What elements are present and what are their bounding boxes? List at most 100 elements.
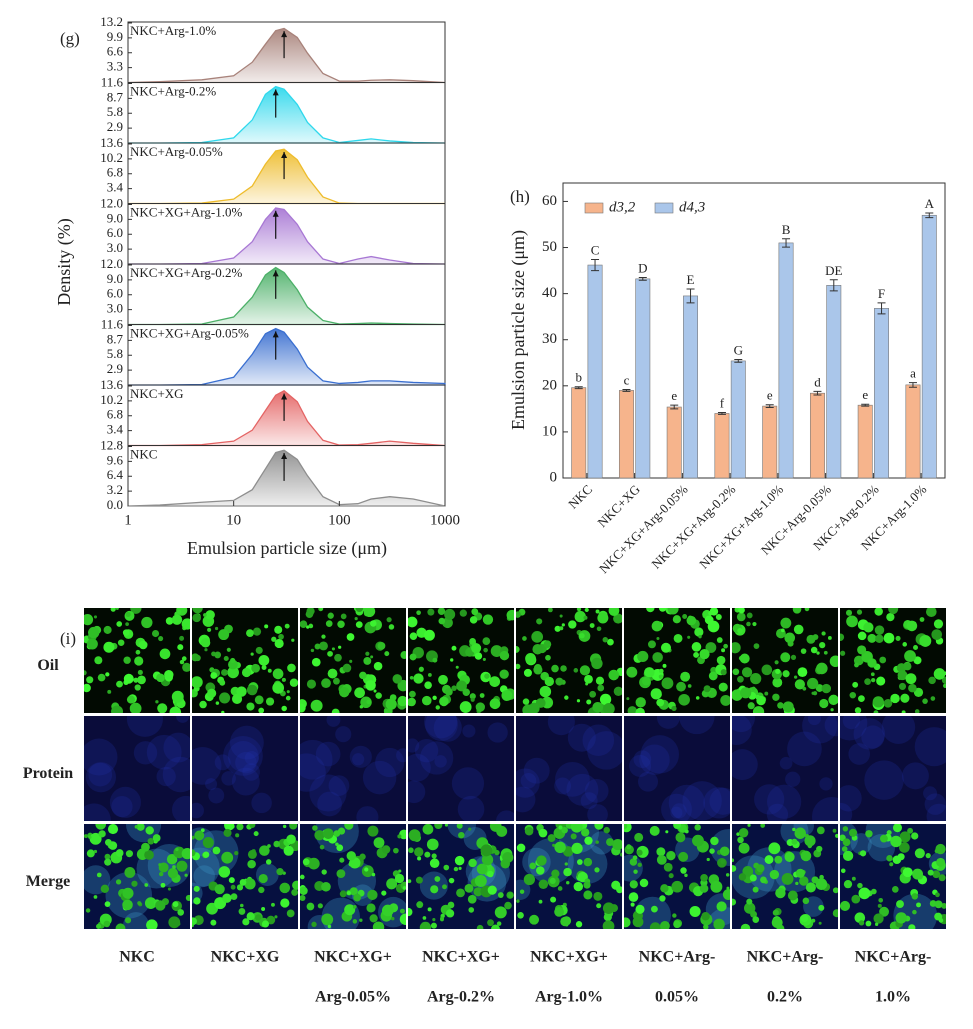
- oil-droplet: [115, 849, 124, 857]
- oil-droplet: [703, 924, 709, 929]
- oil-droplet: [499, 650, 510, 661]
- oil-droplet: [671, 705, 677, 712]
- protein-blob: [633, 750, 652, 769]
- oil-droplet: [369, 914, 378, 923]
- oil-droplet: [912, 868, 924, 880]
- oil-droplet: [255, 646, 263, 654]
- oil-droplet: [333, 677, 340, 685]
- micrograph: [624, 716, 730, 821]
- oil-droplet: [903, 662, 912, 671]
- oil-droplet: [576, 859, 583, 865]
- error-bar: [734, 359, 743, 363]
- oil-droplet: [749, 874, 757, 882]
- protein-blob: [656, 716, 680, 729]
- oil-droplet: [873, 710, 879, 713]
- oil-droplet: [450, 658, 454, 662]
- protein-blob: [853, 718, 886, 750]
- oil-droplet: [693, 652, 700, 658]
- oil-droplet: [701, 912, 710, 921]
- oil-droplet: [780, 617, 792, 629]
- oil-droplet: [532, 643, 543, 655]
- oil-droplet: [228, 659, 238, 670]
- oil-droplet: [626, 844, 632, 850]
- oil-droplet: [247, 849, 257, 859]
- oil-droplet: [227, 666, 239, 679]
- oil-droplet: [226, 647, 231, 652]
- oil-droplet: [426, 838, 439, 851]
- significance-letter: f: [720, 396, 725, 411]
- oil-droplet: [914, 848, 925, 859]
- oil-droplet: [424, 851, 431, 858]
- oil-droplet: [746, 898, 753, 905]
- oil-droplet: [381, 845, 391, 854]
- oil-droplet: [673, 824, 682, 829]
- oil-droplet: [932, 870, 941, 879]
- oil-droplet: [167, 867, 179, 879]
- oil-droplet: [372, 921, 385, 929]
- oil-droplet: [321, 913, 334, 926]
- oil-droplet: [219, 679, 226, 686]
- oil-droplet: [468, 827, 472, 831]
- oil-droplet: [438, 617, 446, 625]
- oil-droplet: [883, 698, 893, 708]
- y-tick-label: 13.2: [100, 14, 123, 29]
- oil-droplet: [700, 873, 708, 882]
- oil-droplet: [302, 858, 310, 866]
- protein-blob: [634, 896, 671, 929]
- oil-droplet: [558, 825, 563, 830]
- oil-droplet: [104, 858, 112, 866]
- protein-blob: [567, 723, 596, 752]
- oil-droplet: [583, 881, 591, 889]
- oil-droplet: [933, 668, 946, 680]
- oil-droplet: [602, 637, 609, 643]
- protein-blob: [309, 774, 347, 812]
- oil-droplet: [624, 917, 631, 928]
- oil-droplet: [392, 674, 403, 684]
- oil-droplet: [865, 920, 872, 927]
- protein-blob: [326, 716, 341, 727]
- protein-blob: [566, 773, 599, 806]
- oil-droplet: [349, 659, 353, 663]
- oil-droplet: [684, 829, 689, 834]
- oil-droplet: [416, 901, 424, 909]
- bar: [635, 278, 651, 479]
- oil-droplet: [283, 845, 294, 856]
- significance-letter: d: [814, 374, 821, 389]
- protein-blob: [109, 786, 141, 818]
- protein-blob: [451, 767, 485, 800]
- oil-droplet: [84, 670, 87, 676]
- oil-droplet: [716, 901, 727, 912]
- oil-droplet: [337, 620, 345, 629]
- oil-droplet: [84, 613, 94, 626]
- oil-droplet: [852, 681, 859, 688]
- oil-droplet: [144, 883, 149, 887]
- oil-droplet: [160, 882, 166, 888]
- oil-droplet: [144, 850, 154, 860]
- arrow-head: [272, 270, 279, 277]
- y-tick-label: 50: [542, 239, 557, 255]
- oil-droplet: [416, 610, 421, 616]
- oil-droplet: [430, 885, 439, 894]
- oil-droplet: [258, 707, 265, 713]
- oil-droplet: [608, 669, 620, 681]
- y-axis-title: Density (%): [54, 218, 75, 305]
- micrograph: [516, 716, 622, 821]
- oil-droplet: [753, 643, 760, 649]
- oil-droplet: [354, 616, 358, 621]
- oil-droplet: [117, 639, 125, 646]
- bar: [666, 406, 682, 479]
- oil-droplet: [375, 692, 382, 699]
- protein-blob: [840, 785, 862, 812]
- oil-droplet: [367, 825, 379, 837]
- error-bar: [813, 390, 822, 396]
- oil-droplet: [651, 620, 663, 632]
- micrograph: [624, 824, 730, 929]
- oil-droplet: [381, 904, 394, 917]
- oil-droplet: [468, 907, 475, 913]
- oil-droplet: [738, 873, 747, 881]
- oil-droplet: [627, 706, 637, 713]
- oil-droplet: [259, 845, 270, 856]
- oil-droplet: [536, 866, 545, 875]
- oil-droplet: [668, 873, 674, 879]
- oil-droplet: [408, 829, 421, 842]
